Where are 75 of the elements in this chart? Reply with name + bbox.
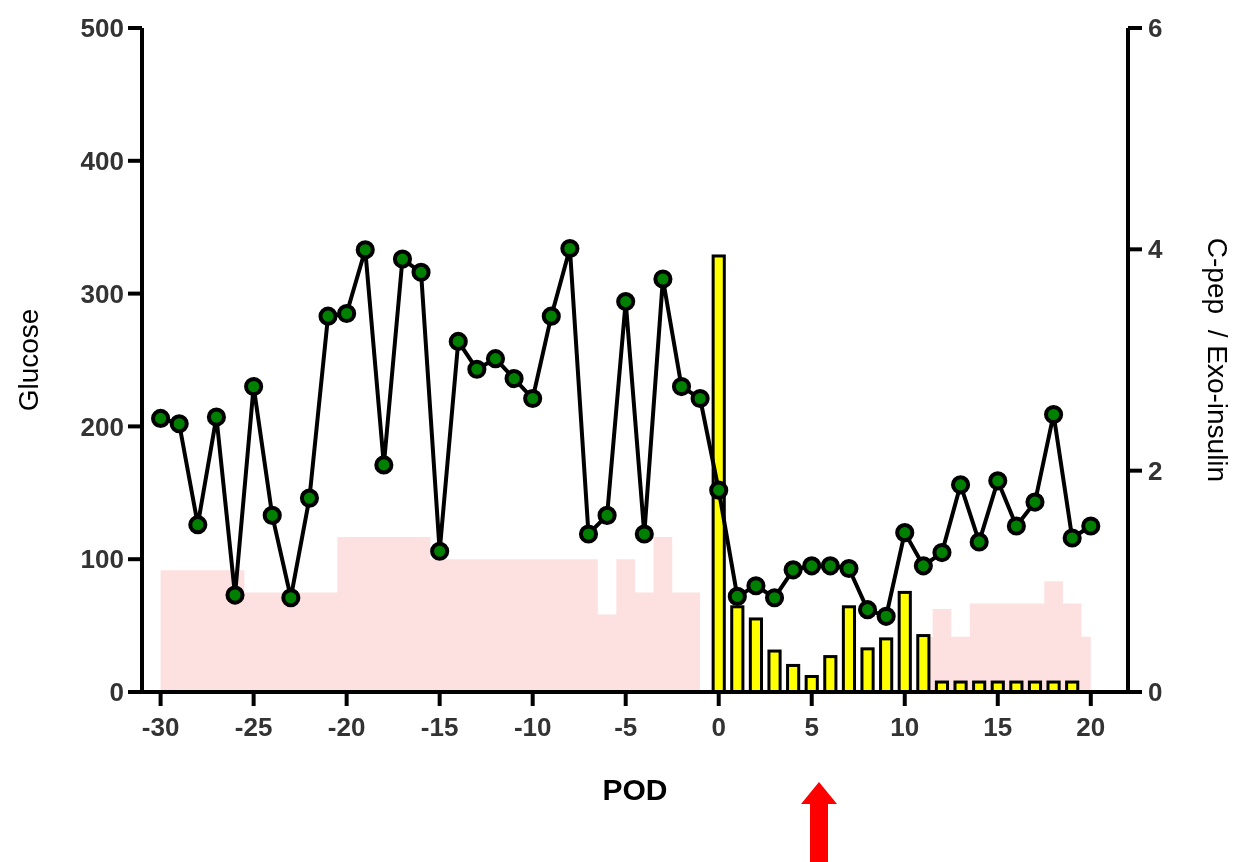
y2-tick-label: 2 [1148, 455, 1163, 486]
point [523, 388, 543, 409]
x-axis-title: POD [602, 773, 668, 806]
point [448, 331, 468, 351]
point [690, 388, 710, 409]
point [895, 523, 915, 543]
y-tick-label: 100 [80, 544, 124, 575]
point [671, 377, 692, 397]
point [634, 524, 654, 544]
x-tick-label: -10 [513, 712, 552, 742]
point [839, 558, 859, 579]
point [616, 292, 636, 312]
point [746, 576, 766, 596]
point [206, 407, 226, 427]
point [299, 488, 319, 508]
x-tick-label: -5 [614, 712, 638, 742]
x-tick-label: 5 [804, 712, 819, 742]
point [764, 588, 785, 608]
point [337, 303, 357, 324]
point [802, 556, 822, 576]
point [1081, 516, 1101, 536]
y-tick-label: 500 [80, 13, 124, 44]
point [820, 556, 840, 576]
point [951, 475, 971, 495]
point [560, 238, 580, 258]
y2-tick-label: 0 [1148, 677, 1163, 708]
point [653, 269, 673, 289]
x-tick-label: -30 [141, 712, 180, 742]
y2-tick-label: 6 [1148, 13, 1163, 44]
y-tick-label: 300 [80, 278, 124, 309]
point [597, 505, 617, 525]
point [504, 369, 524, 389]
point [411, 262, 431, 282]
point [932, 543, 952, 563]
point [709, 480, 729, 500]
point [485, 349, 506, 369]
point [988, 471, 1008, 491]
point [783, 560, 803, 580]
point [430, 541, 450, 561]
point [541, 306, 561, 326]
point [857, 600, 878, 620]
point [1006, 516, 1026, 536]
point [467, 359, 487, 379]
x-tick-label: -20 [327, 712, 366, 742]
point [578, 524, 599, 544]
point [392, 249, 413, 269]
point [188, 515, 208, 535]
point [281, 588, 301, 608]
point [1044, 404, 1064, 424]
point [151, 408, 171, 428]
point [244, 377, 264, 397]
x-tick-label: 15 [983, 712, 1013, 742]
point [876, 606, 896, 626]
point [355, 240, 375, 260]
y2-tick-label: 4 [1148, 234, 1163, 265]
x-tick-label: 20 [1076, 712, 1106, 742]
y-tick-label: 0 [109, 677, 124, 708]
y-tick-label: 200 [80, 411, 124, 442]
point [169, 414, 189, 434]
point [727, 586, 747, 606]
y2-axis-title: C-pep / Exo-insulin [1202, 237, 1233, 483]
x-tick-label: -15 [420, 712, 459, 742]
point [969, 532, 989, 552]
point [913, 556, 933, 576]
y-axis-title: Glucose [13, 308, 44, 412]
y-tick-label: 400 [80, 145, 124, 176]
point [1025, 492, 1045, 512]
x-tick-label: 0 [711, 712, 726, 742]
point [262, 505, 282, 525]
x-tick-label: 10 [890, 712, 920, 742]
point [1062, 528, 1082, 548]
point [374, 455, 394, 475]
point [225, 585, 245, 605]
x-tick-label: -25 [234, 712, 273, 742]
point [318, 306, 338, 326]
